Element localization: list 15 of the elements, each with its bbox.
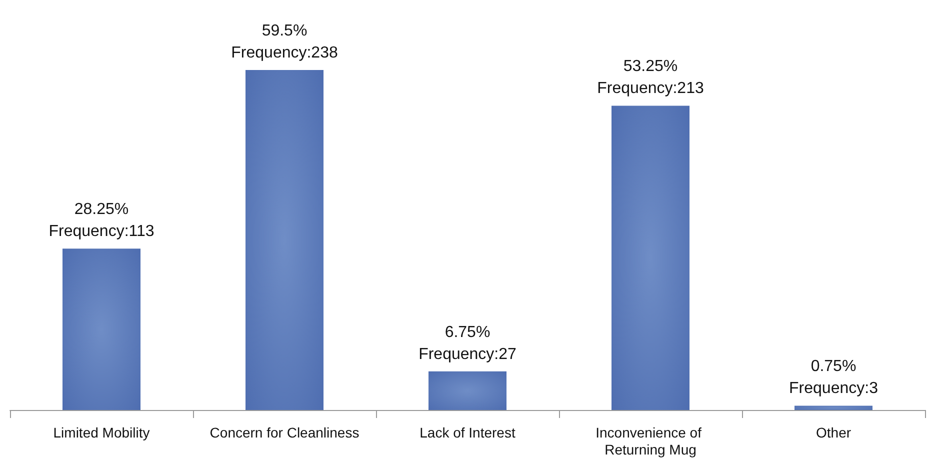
data-label: 6.75% Frequency:27 (418, 324, 517, 363)
x-tick-label: Limited Mobility (53, 424, 150, 440)
bar (428, 371, 506, 410)
x-tick-label: Lack of Interest (420, 424, 516, 440)
bar (62, 248, 140, 410)
bar (794, 406, 872, 410)
data-label: 28.25% Frequency:113 (48, 201, 154, 240)
data-label: 0.75% Frequency:3 (789, 358, 878, 398)
bar (246, 70, 324, 410)
bar (612, 106, 690, 410)
x-tick-label: Concern for Cleanliness (210, 424, 360, 440)
x-tick-label: Other (816, 424, 852, 440)
data-label: 59.5% Frequency:238 (231, 22, 338, 62)
x-tick-label: Inconvenience of Returning Mug (596, 424, 706, 458)
data-label: 53.25% Frequency:213 (597, 58, 704, 98)
